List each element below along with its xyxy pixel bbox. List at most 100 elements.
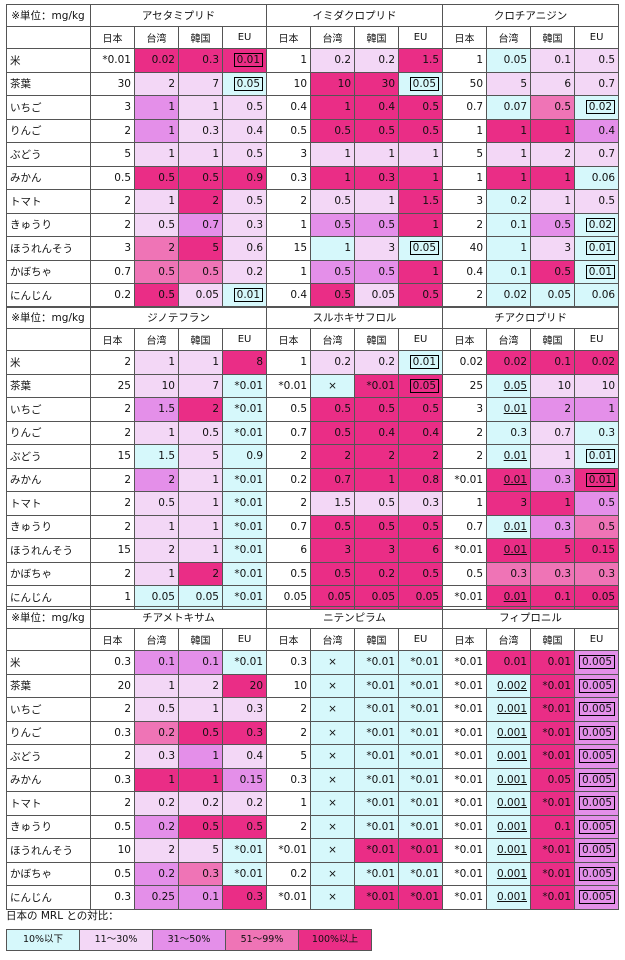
mrl-value-cell: 0.3 [90, 767, 135, 792]
mrl-value: 1 [168, 520, 175, 533]
mrl-value: 0.3 [290, 656, 308, 669]
mrl-value: 0.3 [290, 773, 308, 786]
mrl-value: 0.3 [598, 567, 616, 580]
mrl-value: *0.01 [234, 656, 264, 669]
mrl-value-cell: 0.5 [354, 397, 400, 422]
mrl-value: *0.01 [366, 656, 396, 669]
mrl-value: 0.5 [158, 218, 175, 231]
mrl-value-cell: 0.5 [574, 48, 620, 73]
mrl-value-cell: 5 [266, 744, 312, 769]
mrl-value: 30 [117, 77, 131, 90]
mrl-value: 2 [300, 450, 308, 463]
mrl-value-cell: 1 [530, 491, 576, 516]
mrl-value-cell: 0.05 [354, 283, 400, 308]
mrl-value: 0.2 [158, 797, 175, 810]
mrl-value-cell: *0.01 [354, 838, 400, 863]
mrl-value: 2 [124, 356, 131, 369]
mrl-value-cell: 1 [266, 259, 312, 284]
mrl-value: 2 [564, 403, 572, 416]
mrl-value: 0.7 [290, 426, 308, 439]
mrl-value-cell: *0.01 [398, 697, 444, 722]
mrl-value: 0.02 [585, 217, 616, 232]
mrl-value-cell: 7 [178, 71, 223, 96]
mrl-value-cell: 0.1 [134, 650, 179, 675]
mrl-value: 1 [212, 703, 219, 716]
mrl-value: 1 [344, 171, 352, 184]
mrl-value-cell: × [310, 650, 356, 675]
mrl-value-cell: 0.3 [486, 420, 532, 445]
mrl-value: *0.01 [234, 567, 264, 580]
mrl-value-cell: × [310, 673, 356, 698]
mrl-value: 0.3 [114, 773, 131, 786]
table-row: いちご 3 1 1 0.5 0.4 1 0.4 0.5 0.7 0.07 0.5 0.02 [6, 95, 620, 120]
mrl-value-cell: 0.01 [574, 444, 620, 469]
mrl-value-cell: *0.01 [442, 697, 488, 722]
mrl-value: 1.5 [158, 450, 175, 463]
mrl-value: 0.2 [114, 289, 131, 302]
mrl-value: *0.01 [234, 403, 264, 416]
mrl-value-cell: 40 [442, 236, 488, 261]
table-row: みかん 0.3 1 1 0.15 0.3 × *0.01 *0.01 *0.01 0.001 0.05… [6, 767, 620, 792]
mrl-value-cell: × [310, 885, 356, 910]
mrl-value-cell: 0.02 [442, 350, 488, 375]
mrl-value-cell: *0.01 [266, 373, 312, 398]
mrl-value: *0.01 [234, 473, 264, 486]
mrl-value-cell: 0.3 [398, 491, 444, 516]
mrl-value-cell: 0.1 [178, 650, 223, 675]
mrl-value: *0.01 [542, 726, 572, 739]
mrl-value-cell: *0.01 [442, 538, 488, 563]
mrl-value-cell: 0.5 [310, 397, 356, 422]
mrl-value: 0.005 [579, 772, 616, 787]
table-row: きゅうり 2 1 1 *0.01 0.7 0.5 0.5 0.5 0.7 0.01 0.3 0.5 [6, 514, 620, 539]
mrl-value: 1 [564, 171, 572, 184]
mrl-value-cell: 0.5 [354, 212, 400, 237]
mrl-value-cell: 6 [530, 71, 576, 96]
mrl-value-cell: *0.01 [90, 48, 135, 73]
mrl-value-cell: × [310, 861, 356, 886]
mrl-value-cell: 2 [90, 350, 135, 375]
mrl-value-cell: 0.5 [178, 720, 223, 745]
mrl-value: 0.01 [409, 355, 440, 370]
mrl-value-cell: 2 [90, 467, 135, 492]
mrl-value: 0.5 [378, 124, 396, 137]
mrl-value-cell: 1 [134, 420, 179, 445]
mrl-value-cell: 0.05 [486, 48, 532, 73]
mrl-value-cell: 0.7 [266, 514, 312, 539]
mrl-value-cell: 2 [178, 397, 223, 422]
mrl-value-cell: 0.5 [178, 814, 223, 839]
mrl-value: *0.01 [454, 703, 484, 716]
mrl-value: 2 [476, 426, 484, 439]
mrl-value: 0.05 [547, 289, 572, 302]
mrl-value-cell: 2 [90, 420, 135, 445]
mrl-value: 0.5 [158, 497, 175, 510]
mrl-value: 0.3 [246, 726, 264, 739]
mrl-value-cell: 0.02 [574, 212, 620, 237]
mrl-value-cell: 15 [90, 538, 135, 563]
mrl-value: *0.01 [542, 891, 572, 904]
mrl-value: 10 [293, 77, 308, 90]
legend-title: 日本の MRL との対比： [6, 910, 119, 922]
mrl-value-cell: 0.001 [486, 697, 532, 722]
mrl-value-cell: 0.5 [354, 514, 400, 539]
mrl-value: 0.01 [503, 520, 528, 533]
mrl-value: 2 [124, 426, 131, 439]
mrl-value: *0.01 [234, 867, 264, 880]
mrl-value-cell: 0.5 [221, 95, 268, 120]
mrl-value-cell: 50 [442, 71, 488, 96]
mrl-value: *0.01 [410, 703, 440, 716]
mrl-value: 0.7 [114, 265, 131, 278]
mrl-value: *0.01 [234, 591, 264, 604]
mrl-value-cell: 25 [90, 373, 135, 398]
mrl-value: 25 [469, 379, 484, 392]
mrl-value-cell: 0.01 [486, 514, 532, 539]
mrl-value-cell: 3 [442, 397, 488, 422]
crop-label: きゅうり [6, 514, 91, 539]
mrl-value-cell: 15 [90, 444, 135, 469]
table-row: りんご 0.3 0.2 0.5 0.3 2 × *0.01 *0.01 *0.01 0.001 *0.… [6, 720, 620, 745]
country-header: 韓国 [530, 328, 576, 351]
mrl-value-cell: 0.7 [442, 95, 488, 120]
mrl-value-cell: *0.01 [354, 650, 400, 675]
mrl-value: 10 [161, 379, 175, 392]
corner-cell [6, 628, 91, 651]
mrl-value-cell: 5 [178, 838, 223, 863]
